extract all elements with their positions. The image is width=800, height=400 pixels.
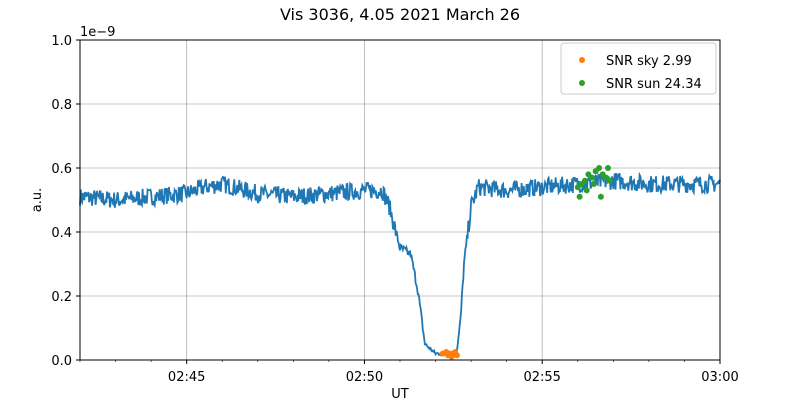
y-tick-label: 0.2 [51, 290, 72, 305]
scatter-point [581, 177, 588, 184]
legend-marker [579, 57, 585, 63]
y-tick-label: 0.6 [51, 162, 72, 177]
scatter-point [597, 193, 604, 200]
x-tick-label: 03:00 [701, 370, 738, 385]
y-tick-label: 0.8 [51, 98, 72, 113]
series-layer [79, 165, 721, 360]
series-line [79, 171, 721, 358]
x-tick-label: 02:55 [523, 370, 560, 385]
y-tick-label: 0.4 [51, 226, 72, 241]
scatter-point [606, 177, 613, 184]
x-tick-label: 02:50 [346, 370, 383, 385]
scatter-point [596, 165, 603, 171]
chart-title: Vis 3036, 4.05 2021 March 26 [280, 5, 520, 24]
x-tick-label: 02:45 [168, 370, 205, 385]
y-tick-label: 1.0 [51, 34, 72, 49]
scatter-point [590, 181, 597, 187]
scatter-point [453, 352, 460, 359]
y-offset-label: 1e−9 [80, 25, 115, 40]
ticks: 02:45 02:50 02:55 03:00 0.0 0.2 0.4 0.6 0.8 1.0 [51, 34, 738, 385]
legend-label: SNR sky 2.99 [606, 54, 692, 69]
x-axis-label: UT [391, 387, 409, 400]
y-axis-label: a.u. [30, 188, 45, 212]
scatter-point [589, 174, 595, 181]
legend-label: SNR sun 24.34 [606, 77, 702, 92]
legend-marker [579, 80, 585, 86]
scatter-point [576, 193, 583, 200]
scatter-point [605, 165, 611, 171]
scatter-point [583, 187, 590, 194]
legend-box [560, 42, 717, 95]
legend: SNR sky 2.99 SNR sun 24.34 [560, 42, 717, 95]
y-tick-label: 0.0 [51, 354, 72, 369]
